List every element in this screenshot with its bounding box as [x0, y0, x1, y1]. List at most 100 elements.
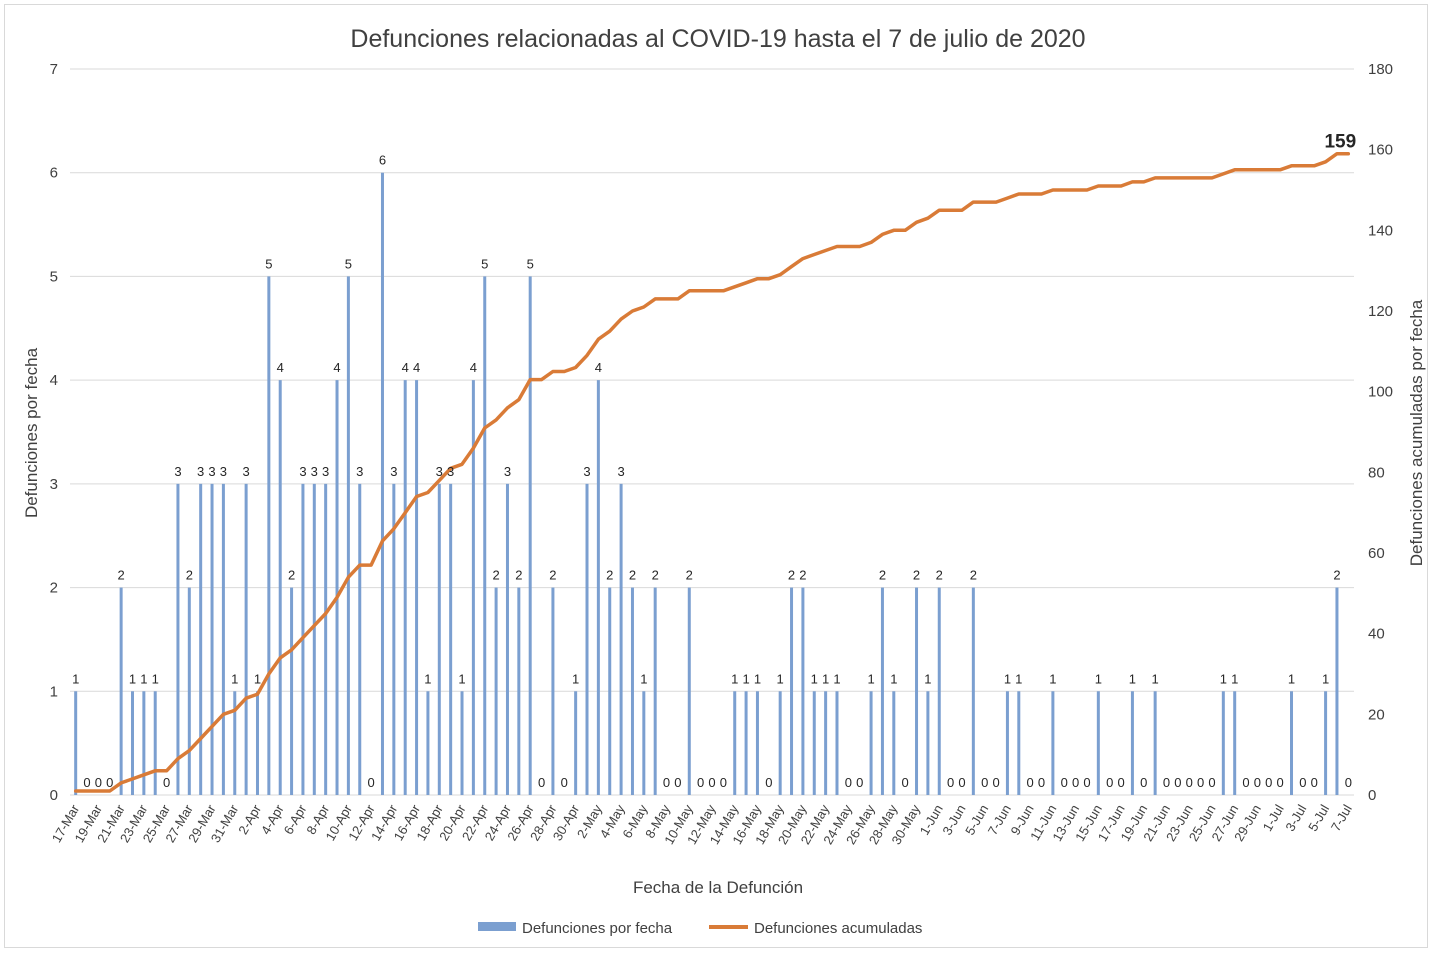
y-right-tick-label: 0 [1368, 787, 1376, 804]
bar-data-label: 4 [402, 360, 409, 375]
bar-data-label: 1 [1015, 671, 1022, 686]
bar [142, 691, 146, 795]
bar-data-label: 0 [720, 775, 727, 790]
bar-series [74, 172, 1339, 795]
bar-data-label: 1 [1129, 671, 1136, 686]
bar-data-label: 1 [1152, 671, 1159, 686]
bar-data-label: 1 [640, 671, 647, 686]
bar [630, 587, 634, 795]
bar [221, 483, 225, 795]
bar-data-label: 1 [231, 671, 238, 686]
bar-data-label: 0 [902, 775, 909, 790]
bar-data-label: 0 [1163, 775, 1170, 790]
bar-data-label: 0 [992, 775, 999, 790]
bar-data-label: 1 [1288, 671, 1295, 686]
y-right-tick-label: 140 [1368, 222, 1393, 239]
bar-data-label: 2 [686, 568, 693, 583]
bar [74, 691, 78, 795]
bar [255, 691, 259, 795]
bar [1096, 691, 1100, 795]
x-tick-label: 3-Jul [1282, 802, 1309, 834]
bar [505, 483, 509, 795]
bar-data-label: 1 [890, 671, 897, 686]
bar-data-label: 1 [811, 671, 818, 686]
bar-data-label: 0 [106, 775, 113, 790]
bar-data-label: 0 [958, 775, 965, 790]
bar-data-label: 1 [777, 671, 784, 686]
bar [335, 380, 339, 795]
bar-data-label: 0 [1072, 775, 1079, 790]
bar [1324, 691, 1328, 795]
bar-data-label: 1 [152, 671, 159, 686]
bar [494, 587, 498, 795]
legend-label-line: Defunciones acumuladas [754, 920, 922, 937]
y-right-tick-label: 100 [1368, 384, 1393, 401]
bar-data-label: 2 [186, 568, 193, 583]
bar-data-label: 0 [947, 775, 954, 790]
bar-data-label: 0 [1299, 775, 1306, 790]
bar-data-label: 3 [311, 464, 318, 479]
bar-data-label: 0 [1117, 775, 1124, 790]
bar [153, 691, 157, 795]
bar [1017, 691, 1021, 795]
bar-data-label: 0 [1174, 775, 1181, 790]
bar [755, 691, 759, 795]
bar [869, 691, 873, 795]
line-end-label: 159 [1324, 132, 1356, 153]
bar-data-label: 2 [913, 568, 920, 583]
bar-data-label: 1 [572, 671, 579, 686]
x-tick-label: 1-Jul [1260, 802, 1287, 834]
bar-data-label: 3 [220, 464, 227, 479]
bar-data-label: 5 [265, 256, 272, 271]
bar [778, 691, 782, 795]
bar-data-label: 3 [504, 464, 511, 479]
bar [358, 483, 362, 795]
legend-swatch-bars [478, 922, 516, 931]
y-left-tick-label: 4 [50, 372, 58, 389]
bar [801, 587, 805, 795]
bar [403, 380, 407, 795]
bar [471, 380, 475, 795]
bar-data-label: 3 [436, 464, 443, 479]
y-right-tick-label: 160 [1368, 142, 1393, 159]
bar [278, 380, 282, 795]
bar-data-label: 5 [345, 256, 352, 271]
bar [437, 483, 441, 795]
y-right-tick-label: 180 [1368, 61, 1393, 78]
bar [460, 691, 464, 795]
bar-data-label: 3 [447, 464, 454, 479]
bar [290, 587, 294, 795]
bar-data-label: 0 [1242, 775, 1249, 790]
bar-data-label: 1 [924, 671, 931, 686]
bar-data-label: 0 [708, 775, 715, 790]
bar [199, 483, 203, 795]
bar-data-label: 2 [788, 568, 795, 583]
bar [892, 691, 896, 795]
bar [517, 587, 521, 795]
gridlines [70, 68, 1354, 796]
bar-data-label: 3 [174, 464, 181, 479]
bar-data-label: 0 [1186, 775, 1193, 790]
bar-data-label: 4 [333, 360, 340, 375]
bar-data-label: 6 [379, 153, 386, 168]
bar-data-label: 1 [742, 671, 749, 686]
bar [267, 276, 271, 795]
bar-data-label: 0 [1106, 775, 1113, 790]
bar [187, 587, 191, 795]
bar [244, 483, 248, 795]
bar-data-label: 3 [243, 464, 250, 479]
bar [835, 691, 839, 795]
bar [483, 276, 487, 795]
bar-data-label: 3 [583, 464, 590, 479]
bar-data-label: 5 [527, 256, 534, 271]
bar [1051, 691, 1055, 795]
bar-data-label: 2 [288, 568, 295, 583]
bar-data-label: 1 [458, 671, 465, 686]
bar-data-label: 1 [424, 671, 431, 686]
y-left-tick-label: 1 [50, 683, 58, 700]
y-axis-left-ticks: 0 1 2 3 4 5 6 7 [50, 61, 58, 804]
legend-label-bars: Defunciones por fecha [522, 920, 673, 937]
bar-data-label: 0 [1140, 775, 1147, 790]
